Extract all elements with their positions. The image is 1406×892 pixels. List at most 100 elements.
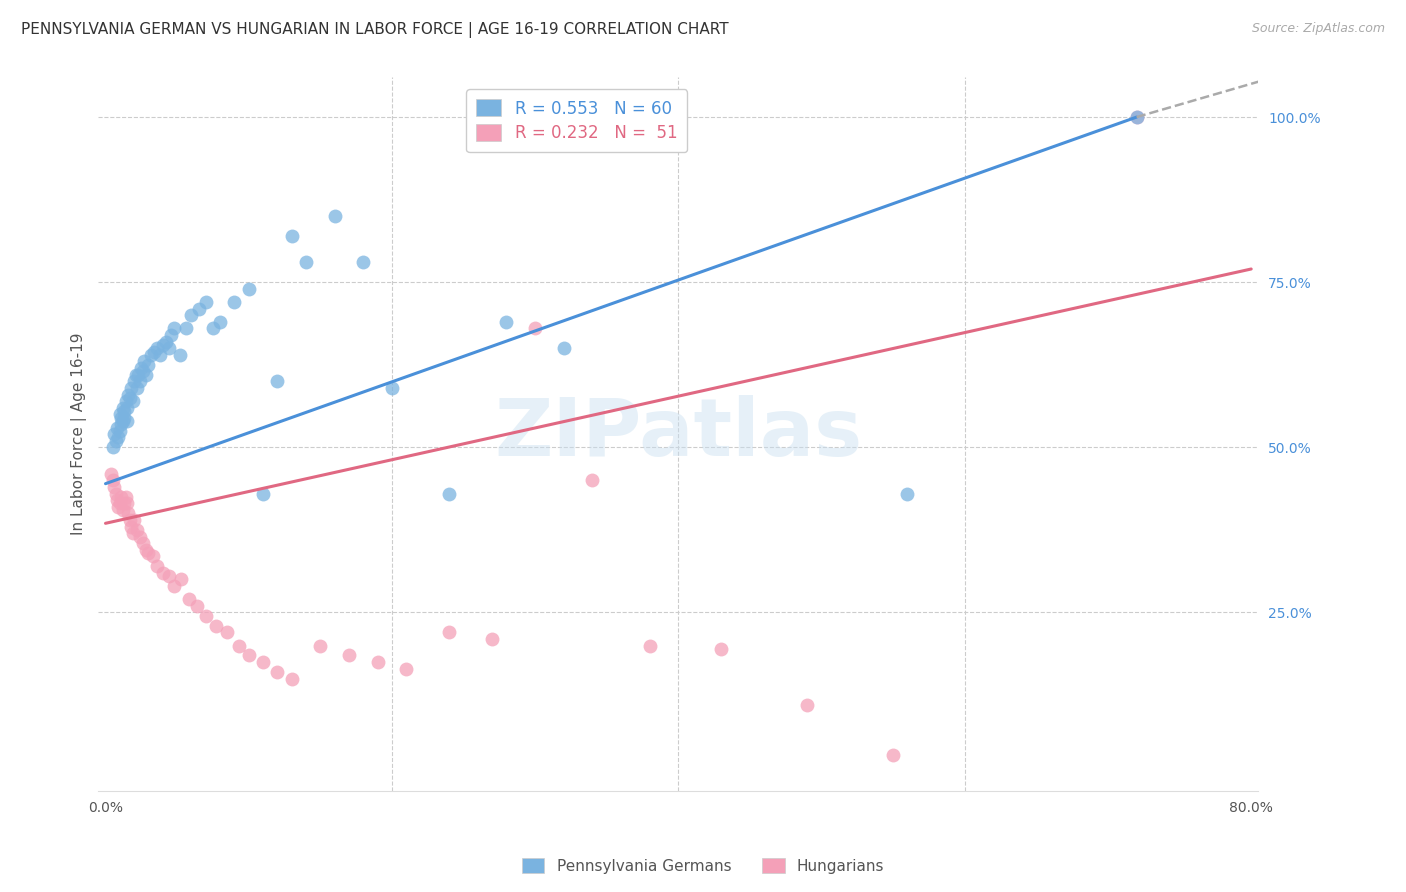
Point	[1125, 110, 1147, 124]
Legend: Pennsylvania Germans, Hungarians: Pennsylvania Germans, Hungarians	[516, 852, 890, 880]
Point	[121, 526, 143, 541]
Point	[101, 441, 124, 455]
Point	[114, 394, 136, 409]
Point	[110, 410, 132, 425]
Point	[180, 308, 202, 322]
Point	[100, 467, 122, 481]
Point	[157, 569, 180, 583]
Point	[103, 480, 125, 494]
Text: ZIPatlas: ZIPatlas	[495, 395, 862, 473]
Point	[105, 493, 128, 508]
Point	[132, 364, 155, 378]
Point	[117, 507, 139, 521]
Point	[252, 655, 274, 669]
Point	[152, 566, 174, 580]
Point	[118, 513, 141, 527]
Point	[122, 513, 145, 527]
Point	[163, 579, 186, 593]
Text: PENNSYLVANIA GERMAN VS HUNGARIAN IN LABOR FORCE | AGE 16-19 CORRELATION CHART: PENNSYLVANIA GERMAN VS HUNGARIAN IN LABO…	[21, 22, 728, 38]
Point	[101, 474, 124, 488]
Point	[194, 295, 217, 310]
Point	[266, 665, 288, 679]
Point	[209, 315, 232, 329]
Point	[141, 348, 163, 362]
Point	[437, 625, 460, 640]
Point	[125, 381, 148, 395]
Point	[187, 301, 209, 316]
Point	[266, 374, 288, 388]
Point	[710, 641, 733, 656]
Point	[157, 341, 180, 355]
Point	[581, 474, 603, 488]
Point	[114, 490, 136, 504]
Point	[117, 387, 139, 401]
Point	[125, 523, 148, 537]
Point	[352, 255, 374, 269]
Point	[110, 490, 132, 504]
Point	[280, 229, 302, 244]
Point	[120, 381, 142, 395]
Point	[110, 417, 132, 432]
Point	[495, 315, 517, 329]
Point	[112, 410, 135, 425]
Point	[882, 747, 904, 762]
Point	[111, 401, 134, 415]
Point	[796, 698, 818, 712]
Point	[131, 361, 153, 376]
Point	[160, 328, 183, 343]
Point	[638, 639, 661, 653]
Point	[115, 496, 138, 510]
Point	[138, 358, 160, 372]
Point	[120, 519, 142, 533]
Point	[170, 573, 193, 587]
Point	[238, 648, 260, 663]
Point	[174, 321, 197, 335]
Point	[128, 374, 150, 388]
Point	[194, 608, 217, 623]
Point	[395, 662, 418, 676]
Point	[228, 639, 250, 653]
Point	[132, 536, 155, 550]
Point	[309, 639, 332, 653]
Point	[186, 599, 208, 613]
Point	[128, 529, 150, 543]
Point	[108, 424, 131, 438]
Point	[149, 348, 172, 362]
Point	[524, 321, 547, 335]
Point	[155, 334, 177, 349]
Point	[104, 434, 127, 448]
Point	[122, 374, 145, 388]
Point	[108, 407, 131, 421]
Point	[135, 542, 157, 557]
Point	[169, 348, 191, 362]
Point	[177, 592, 200, 607]
Point	[121, 394, 143, 409]
Point	[217, 625, 239, 640]
Point	[553, 341, 575, 355]
Point	[337, 648, 360, 663]
Point	[367, 655, 389, 669]
Point	[252, 486, 274, 500]
Point	[896, 486, 918, 500]
Point	[118, 391, 141, 405]
Point	[143, 344, 166, 359]
Point	[115, 414, 138, 428]
Point	[127, 368, 149, 382]
Point	[138, 546, 160, 560]
Point	[323, 209, 346, 223]
Point	[224, 295, 246, 310]
Point	[108, 496, 131, 510]
Point	[107, 500, 129, 514]
Point	[437, 486, 460, 500]
Point	[107, 430, 129, 444]
Point	[163, 321, 186, 335]
Point	[1125, 110, 1147, 124]
Point	[295, 255, 318, 269]
Point	[280, 672, 302, 686]
Point	[111, 414, 134, 428]
Point	[152, 338, 174, 352]
Point	[142, 549, 165, 564]
Point	[112, 404, 135, 418]
Y-axis label: In Labor Force | Age 16-19: In Labor Force | Age 16-19	[72, 333, 87, 535]
Point	[381, 381, 404, 395]
